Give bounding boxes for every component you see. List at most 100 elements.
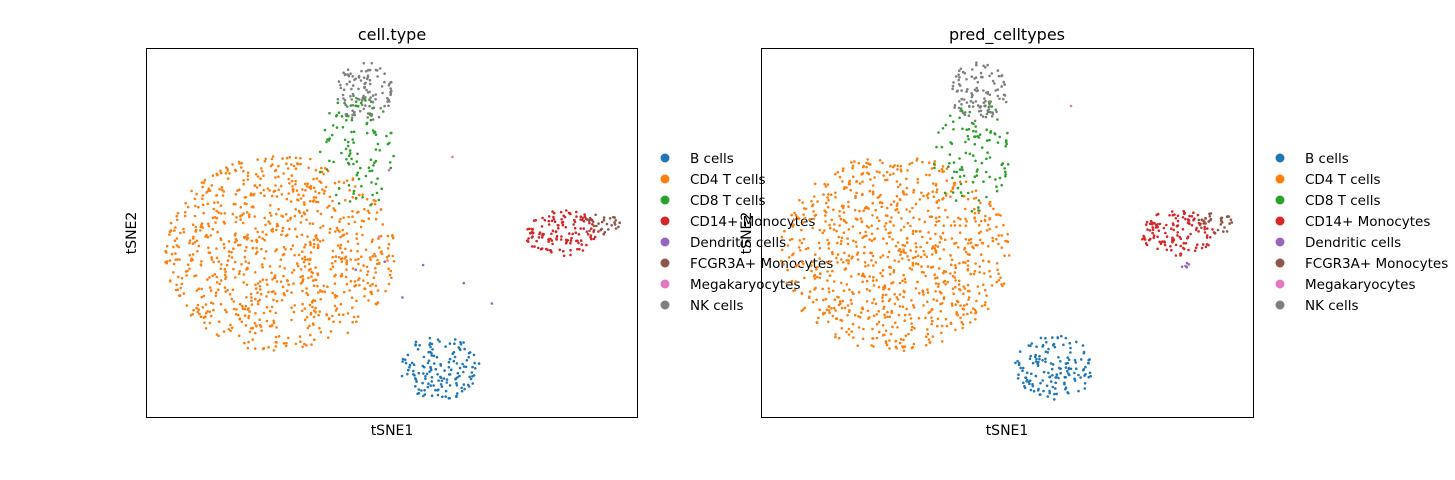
scatter-point bbox=[334, 259, 337, 263]
scatter-point bbox=[954, 279, 957, 282]
scatter-point bbox=[979, 109, 983, 113]
scatter-point bbox=[918, 218, 921, 221]
scatter-point bbox=[964, 217, 967, 221]
scatter-point bbox=[256, 175, 260, 178]
scatter-point bbox=[352, 141, 355, 144]
scatter-point bbox=[788, 238, 792, 242]
scatter-point bbox=[560, 221, 564, 224]
scatter-point bbox=[427, 382, 430, 386]
scatter-point bbox=[1060, 334, 1063, 338]
scatter-point bbox=[983, 288, 987, 292]
scatter-point bbox=[953, 224, 957, 227]
scatter-point bbox=[886, 178, 889, 182]
scatter-point bbox=[1209, 212, 1213, 215]
scatter-point bbox=[1156, 225, 1159, 229]
scatter-point bbox=[401, 296, 404, 299]
scatter-point bbox=[826, 205, 830, 209]
scatter-point bbox=[374, 182, 378, 186]
scatter-point bbox=[261, 230, 265, 234]
scatter-point bbox=[458, 374, 461, 378]
scatter-point bbox=[432, 354, 436, 358]
scatter-point bbox=[962, 194, 966, 198]
legend-marker bbox=[1275, 237, 1285, 247]
scatter-point bbox=[362, 61, 366, 65]
scatter-point bbox=[818, 246, 822, 250]
scatter-point bbox=[897, 249, 900, 252]
scatter-point bbox=[838, 210, 841, 213]
scatter-point bbox=[201, 306, 205, 309]
scatter-point bbox=[939, 235, 942, 238]
scatter-point bbox=[591, 220, 595, 224]
scatter-point bbox=[914, 262, 918, 265]
scatter-point bbox=[250, 299, 253, 303]
scatter-point bbox=[797, 217, 801, 220]
scatter-point bbox=[959, 304, 962, 307]
scatter-point bbox=[366, 270, 370, 273]
scatter-point bbox=[417, 371, 421, 375]
scatter-point bbox=[262, 188, 266, 192]
scatter-point bbox=[971, 180, 975, 184]
scatter-point bbox=[359, 225, 363, 229]
scatter-point bbox=[336, 244, 340, 247]
scatter-point bbox=[1169, 245, 1172, 248]
scatter-point bbox=[430, 394, 434, 398]
scatter-point bbox=[331, 124, 335, 127]
scatter-point bbox=[283, 267, 286, 270]
scatter-point bbox=[345, 179, 349, 182]
scatter-point bbox=[1051, 363, 1055, 366]
scatter-point bbox=[898, 305, 902, 308]
scatter-point bbox=[876, 227, 879, 230]
scatter-point bbox=[597, 222, 600, 225]
scatter-point bbox=[792, 289, 795, 293]
scatter-point bbox=[1163, 243, 1167, 247]
scatter-point bbox=[302, 260, 306, 264]
scatter-point bbox=[344, 113, 348, 116]
scatter-point bbox=[329, 268, 333, 271]
scatter-point bbox=[341, 126, 345, 129]
scatter-point bbox=[811, 226, 814, 230]
scatter-point bbox=[289, 216, 292, 220]
scatter-point bbox=[178, 258, 181, 261]
scatter-point bbox=[594, 213, 597, 217]
scatter-point bbox=[911, 206, 914, 210]
scatter-point bbox=[179, 231, 182, 235]
scatter-point bbox=[959, 316, 962, 320]
scatter-point bbox=[945, 179, 948, 182]
scatter-point bbox=[826, 238, 829, 242]
scatter-point bbox=[967, 298, 970, 301]
scatter-point bbox=[303, 265, 307, 268]
scatter-point bbox=[219, 169, 222, 173]
scatter-point bbox=[829, 193, 833, 196]
scatter-point bbox=[294, 156, 298, 160]
scatter-point bbox=[885, 170, 889, 174]
scatter-point bbox=[882, 285, 886, 289]
scatter-point bbox=[369, 290, 372, 294]
scatter-point bbox=[1047, 371, 1050, 375]
scatter-point bbox=[352, 111, 356, 115]
scatter-point bbox=[1084, 373, 1087, 376]
scatter-point bbox=[936, 245, 940, 248]
scatter-point bbox=[286, 289, 289, 293]
scatter-point bbox=[569, 253, 572, 257]
scatter-point bbox=[165, 244, 169, 248]
scatter-point bbox=[928, 341, 932, 344]
scatter-point bbox=[459, 341, 462, 344]
scatter-point bbox=[943, 238, 947, 242]
scatter-point bbox=[374, 217, 378, 221]
scatter-point bbox=[193, 197, 197, 201]
scatter-point bbox=[865, 287, 869, 291]
scatter-point bbox=[235, 308, 238, 311]
scatter-point bbox=[202, 294, 206, 298]
scatter-point bbox=[838, 224, 841, 227]
scatter-point bbox=[881, 299, 884, 303]
scatter-point bbox=[974, 189, 978, 192]
scatter-point bbox=[284, 344, 288, 348]
scatter-point bbox=[985, 139, 989, 142]
scatter-point bbox=[924, 274, 927, 278]
scatter-point bbox=[206, 310, 209, 313]
scatter-point bbox=[314, 200, 318, 204]
scatter-point bbox=[1003, 83, 1006, 86]
scatter-point bbox=[936, 276, 939, 280]
scatter-point bbox=[351, 92, 355, 96]
scatter-point bbox=[867, 264, 870, 267]
